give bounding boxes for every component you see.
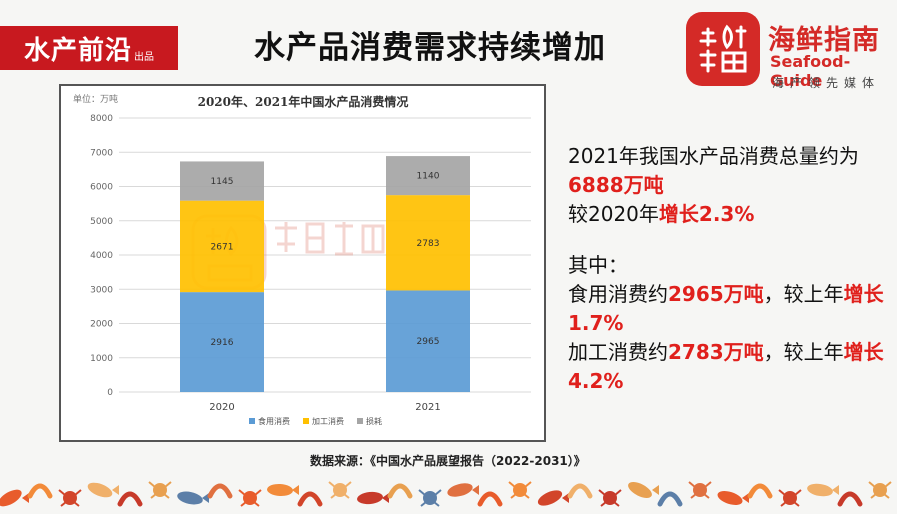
chart-title: 2020年、2021年中国水产品消费情况 <box>198 94 409 109</box>
summary-growth: 增长2.3% <box>658 202 755 226</box>
seafood-decoration-band <box>0 468 897 514</box>
legend-swatch <box>249 418 255 424</box>
logo-left-sub: 出品 <box>134 52 154 63</box>
x-tick-label: 2021 <box>415 402 440 413</box>
stacked-bar-chart: 单位：万吨 2020年、2021年中国水产品消费情况 0 1000 2000 3000… <box>73 93 531 426</box>
summary-food-value: 2965万吨 <box>668 282 764 306</box>
summary-food-label: 食用消费约 <box>568 282 668 306</box>
legend-label: 损耗 <box>366 416 382 426</box>
bar-segment <box>386 156 470 196</box>
legend-swatch <box>357 418 363 424</box>
brand-slogan: 海产领先媒体 <box>772 76 881 90</box>
y-tick-label: 3000 <box>90 285 113 295</box>
data-source: 数据来源：《中国水产品展望报告（2022-2031）》 <box>310 454 586 468</box>
summary-food-compare: ，较上年 <box>763 282 844 306</box>
summary-food-growth: 增长1.7% <box>568 282 884 335</box>
y-tick-label: 4000 <box>90 251 113 261</box>
bar-segment <box>386 290 470 392</box>
y-tick-label: 2000 <box>90 320 113 330</box>
slide-title: 水产品消费需求持续增加 <box>254 30 606 66</box>
bar-segment <box>386 195 470 291</box>
chart-frame: 单位：万吨 2020年、2021年中国水产品消费情况 0 1000 2000 3000… <box>59 84 546 442</box>
chart-legend: 食用消费 加工消费 损耗 <box>249 416 382 426</box>
summary-processing-growth: 增长4.2% <box>568 340 884 393</box>
y-tick-label: 0 <box>107 388 113 398</box>
legend-label: 食用消费 <box>258 416 290 426</box>
legend-swatch <box>303 418 309 424</box>
y-tick-label: 8000 <box>90 114 113 124</box>
summary-processing-label: 加工消费约 <box>568 340 668 364</box>
chart-y-axis: 0 1000 2000 3000 4000 5000 6000 7000 8000 <box>90 114 113 398</box>
bar-value-label: 2783 <box>417 239 440 249</box>
logo-left: 水产前沿 出品 <box>0 26 178 70</box>
seafood-illustration-icon <box>0 481 892 507</box>
summary-processing-value: 2783万吨 <box>668 340 764 364</box>
y-tick-label: 6000 <box>90 183 113 193</box>
y-tick-label: 7000 <box>90 148 113 158</box>
brand-name: 海鲜指南 <box>768 25 880 56</box>
summary-among: 其中： <box>568 253 628 277</box>
y-tick-label: 1000 <box>90 354 113 364</box>
brand-logo: 海鲜指南 Seafood-Guide 海产领先媒体 <box>686 10 891 92</box>
logo-left-main: 水产前沿 <box>23 35 132 66</box>
summary-text: 2021年我国水产品消费总量约为 6888万吨 较2020年增长2.3% 其中：… <box>568 142 894 396</box>
bar-segment <box>180 200 264 293</box>
chart-x-axis: 2020 2021 <box>209 402 440 413</box>
y-tick-label: 5000 <box>90 217 113 227</box>
bar-segment <box>180 161 264 201</box>
bar-value-label: 2965 <box>417 337 440 347</box>
x-tick-label: 2020 <box>209 402 234 413</box>
bar-segment <box>180 292 264 392</box>
bar-value-label: 2916 <box>211 338 234 348</box>
chart-unit-label: 单位：万吨 <box>73 93 118 105</box>
fish-glyph-icon <box>699 24 747 73</box>
legend-label: 加工消费 <box>312 416 344 426</box>
bar-value-label: 2671 <box>211 242 234 252</box>
summary-total: 6888万吨 <box>568 173 664 197</box>
bar-value-label: 1145 <box>211 177 234 187</box>
brand-badge-icon <box>686 12 760 86</box>
brand-english-name: Seafood-Guide <box>770 52 851 90</box>
bar-value-label: 1140 <box>417 172 440 182</box>
summary-processing-compare: ，较上年 <box>763 340 844 364</box>
chart-bars: 2916 2671 1145 2965 2783 1140 <box>180 156 470 392</box>
summary-compare-label: 较2020年 <box>568 202 659 226</box>
summary-line-1: 2021年我国水产品消费总量约为 <box>568 144 859 168</box>
